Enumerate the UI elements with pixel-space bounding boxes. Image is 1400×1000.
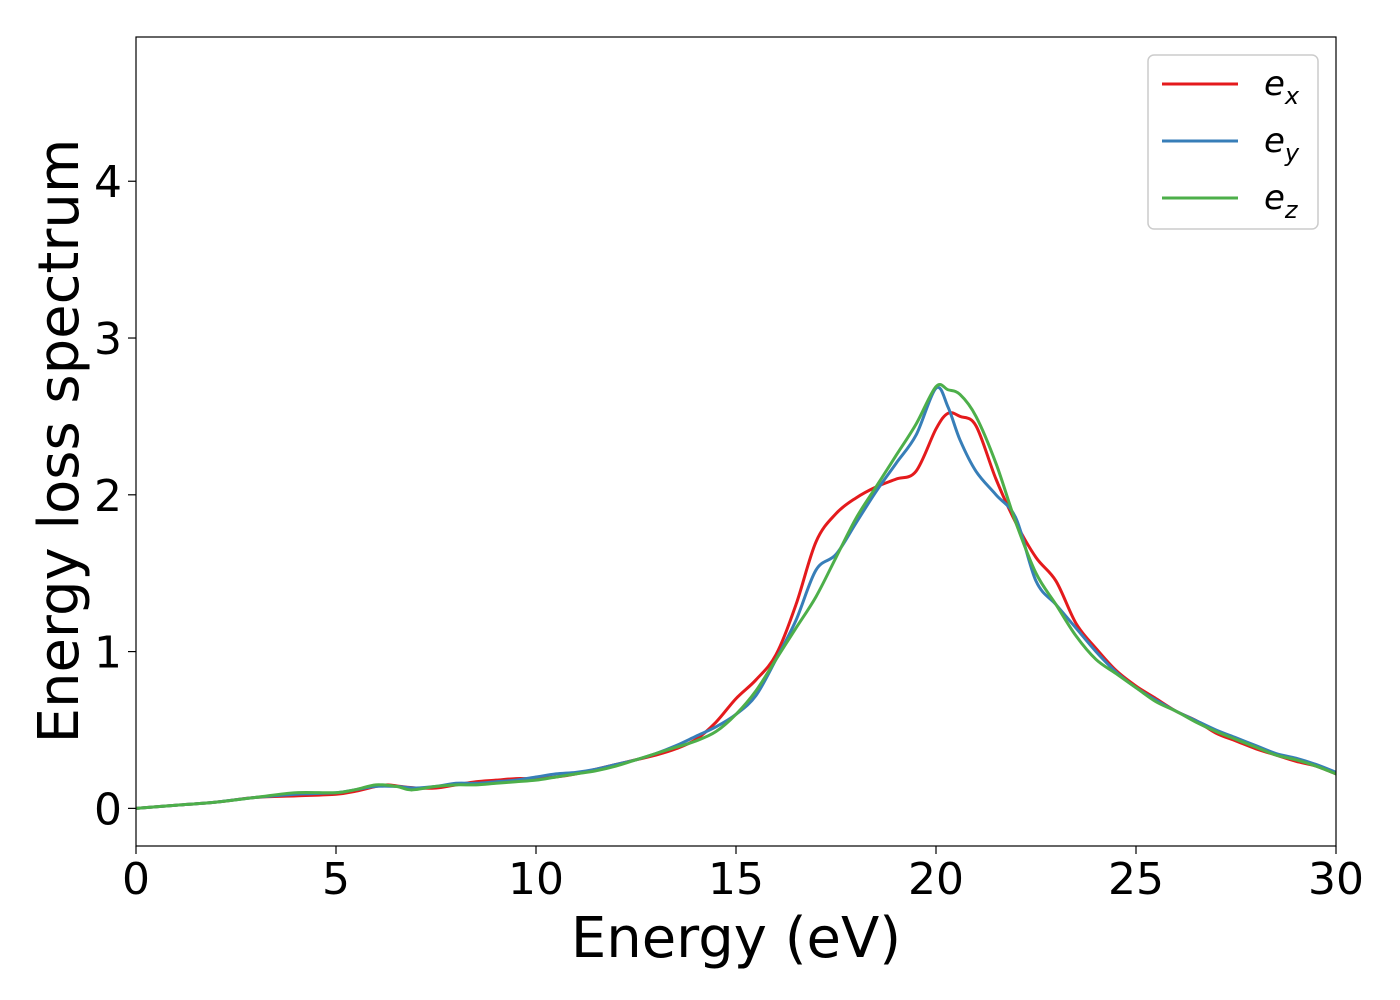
y-tick-label: 4 — [94, 157, 122, 208]
y-tick-label: 1 — [94, 628, 122, 679]
x-tick-label: 25 — [1108, 854, 1164, 905]
series-line-x — [136, 411, 1336, 810]
x-tick-label: 20 — [908, 854, 964, 905]
x-tick-label: 10 — [508, 854, 564, 905]
y-axis-title: Energy loss spectrum — [27, 139, 92, 744]
x-tick-label: 30 — [1308, 854, 1364, 905]
series-layer — [136, 383, 1336, 810]
x-axis-ticks: 0 5 10 15 20 25 30 — [122, 846, 1364, 905]
x-axis-title: Energy (eV) — [571, 906, 901, 971]
series-line-z — [136, 383, 1336, 810]
y-tick-label: 3 — [94, 314, 122, 365]
x-tick-label: 15 — [708, 854, 764, 905]
y-axis-ticks: 0 1 2 3 4 — [94, 157, 136, 835]
x-tick-label: 0 — [122, 854, 150, 905]
y-tick-label: 2 — [94, 471, 122, 522]
x-tick-label: 5 — [322, 854, 350, 905]
series-line-y — [136, 385, 1336, 810]
y-tick-label: 0 — [94, 784, 122, 835]
